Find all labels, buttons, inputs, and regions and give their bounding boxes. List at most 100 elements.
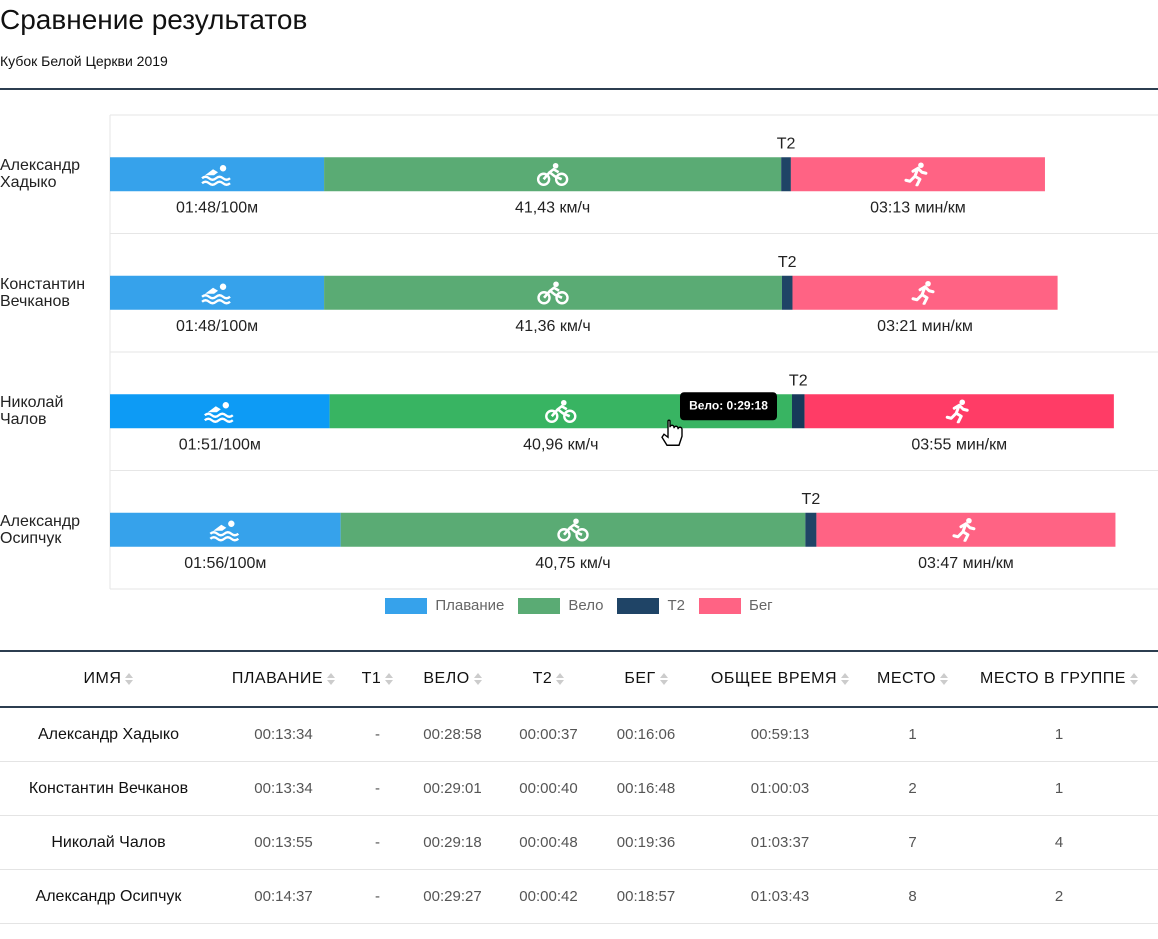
segment-name: T2 (777, 135, 796, 152)
pace-label: 01:48/100м (176, 199, 258, 216)
legend-swatch (518, 597, 561, 614)
table-cell: 2 (865, 761, 960, 816)
sort-icon (659, 672, 668, 685)
bar-segment[interactable] (791, 394, 805, 429)
athlete-name: Константин Вечканов (0, 761, 217, 816)
bar-segment[interactable] (110, 157, 325, 192)
column-header[interactable]: БЕГ (597, 652, 695, 708)
column-header[interactable]: МЕСТО В ГРУППЕ (960, 652, 1158, 708)
results-table: ИМЯ ПЛАВАНИЕ T1 ВЕЛО T2 БЕГ ОБЩЕЕ ВРЕМЯ МЕСТО МЕ… (0, 650, 1158, 924)
table-cell: 00:59:13 (695, 707, 865, 762)
bar-segment[interactable] (805, 512, 817, 547)
legend-swatch (617, 597, 660, 614)
column-title: T1 (361, 670, 382, 687)
pace-label: 03:21 мин/км (877, 318, 973, 335)
table-cell: 00:18:57 (597, 869, 695, 924)
column-title: ОБЩЕЕ ВРЕМЯ (710, 670, 838, 687)
segment-name: T2 (789, 372, 808, 389)
table-cell: 00:28:58 (405, 707, 500, 762)
table-cell: 00:13:55 (217, 815, 350, 870)
table-cell: - (350, 707, 405, 762)
athlete-name: Николай Чалов (0, 815, 217, 870)
category-label: Константин Вечканов (0, 275, 86, 310)
table-cell: 01:03:37 (695, 815, 865, 870)
legend-item[interactable]: T2 (617, 597, 685, 614)
column-title: ПЛАВАНИЕ (231, 670, 324, 687)
bar-segment[interactable] (781, 275, 793, 310)
legend-item[interactable]: Плавание (385, 597, 504, 614)
column-title: МЕСТО В ГРУППЕ (980, 670, 1126, 687)
column-title: ВЕЛО (423, 670, 470, 687)
header-row: ИМЯ ПЛАВАНИЕ T1 ВЕЛО T2 БЕГ ОБЩЕЕ ВРЕМЯ МЕСТО МЕ… (0, 652, 1158, 708)
pace-label: 41,43 км/ч (515, 199, 590, 216)
column-header[interactable]: МЕСТО (865, 652, 960, 708)
table-cell: 2 (960, 869, 1158, 924)
bar-segment[interactable] (110, 275, 325, 310)
table-cell: 4 (960, 815, 1158, 870)
table-cell: - (350, 869, 405, 924)
legend: Плавание Вело T2 Бег (0, 597, 1158, 614)
sort-icon (327, 672, 336, 685)
category-label: Николай Чалов (0, 394, 64, 429)
table-cell: 1 (865, 707, 960, 762)
header-rule (0, 88, 1158, 90)
table-cell: 7 (865, 815, 960, 870)
column-title: T2 (532, 670, 553, 687)
pace-label: 01:56/100м (184, 555, 266, 572)
table-cell: - (350, 761, 405, 816)
pace-label: 03:47 мин/км (918, 555, 1014, 572)
column-header[interactable]: T1 (350, 652, 405, 708)
table-cell: 00:00:48 (500, 815, 597, 870)
table-cell: 1 (960, 761, 1158, 816)
legend-label: Вело (568, 597, 604, 614)
table-cell: 8 (865, 869, 960, 924)
pace-label: 01:51/100м (179, 436, 261, 453)
table-cell: 00:13:34 (217, 761, 350, 816)
column-header[interactable]: ИМЯ (0, 652, 217, 708)
athlete-name: Александр Осипчук (0, 869, 217, 924)
table-cell: 00:29:27 (405, 869, 500, 924)
sort-icon (556, 672, 565, 685)
bar-segment[interactable] (781, 157, 791, 192)
page-title: Сравнение результатов (0, 4, 308, 35)
column-title: ИМЯ (83, 670, 122, 687)
legend-label: T2 (667, 597, 685, 614)
legend-swatch (385, 597, 428, 614)
category-label: Александр Осипчук (0, 512, 81, 547)
column-header[interactable]: ВЕЛО (405, 652, 500, 708)
sort-icon (473, 672, 482, 685)
legend-label: Плавание (435, 597, 505, 614)
bar-segment[interactable] (110, 512, 341, 547)
pace-label: 41,36 км/ч (515, 318, 590, 335)
legend-item[interactable]: Вело (518, 597, 603, 614)
table-cell: 00:14:37 (217, 869, 350, 924)
table-cell: 01:03:43 (695, 869, 865, 924)
column-header[interactable]: ПЛАВАНИЕ (217, 652, 350, 708)
column-header[interactable]: T2 (500, 652, 597, 708)
bar-segment[interactable] (110, 394, 330, 429)
pace-label: 01:48/100м (176, 318, 258, 335)
page-subtitle: Кубок Белой Церкви 2019 (0, 53, 168, 69)
tooltip-box (680, 392, 777, 421)
table-cell: 00:00:40 (500, 761, 597, 816)
pace-label: 03:55 мин/км (911, 436, 1007, 453)
table-cell: 00:00:42 (500, 869, 597, 924)
athlete-name: Александр Хадыко (0, 707, 217, 762)
column-header[interactable]: ОБЩЕЕ ВРЕМЯ (695, 652, 865, 708)
table-cell: 01:00:03 (695, 761, 865, 816)
table-row: Константин Вечканов 00:13:34-00:29:01 00:0… (0, 761, 1158, 816)
pace-label: 40,75 км/ч (535, 555, 610, 572)
column-title: МЕСТО (876, 670, 937, 687)
segment-name: T2 (802, 491, 821, 508)
sort-icon (125, 672, 134, 685)
table-row: Николай Чалов 00:13:55-00:29:18 00:00:48 00… (0, 815, 1158, 870)
pace-label: 03:13 мин/км (870, 199, 966, 216)
table-cell: 00:29:18 (405, 815, 500, 870)
table-cell: 00:00:37 (500, 707, 597, 762)
legend-swatch (699, 597, 741, 614)
table-body: Александр Хадыко 00:13:34-00:28:58 00:00:3… (0, 707, 1158, 924)
legend-item[interactable]: Бег (699, 597, 773, 614)
table: ИМЯ ПЛАВАНИЕ T1 ВЕЛО T2 БЕГ ОБЩЕЕ ВРЕМЯ МЕСТО МЕ… (0, 652, 1158, 924)
table-row: Александр Осипчук 00:14:37-00:29:27 00:00:… (0, 869, 1158, 924)
